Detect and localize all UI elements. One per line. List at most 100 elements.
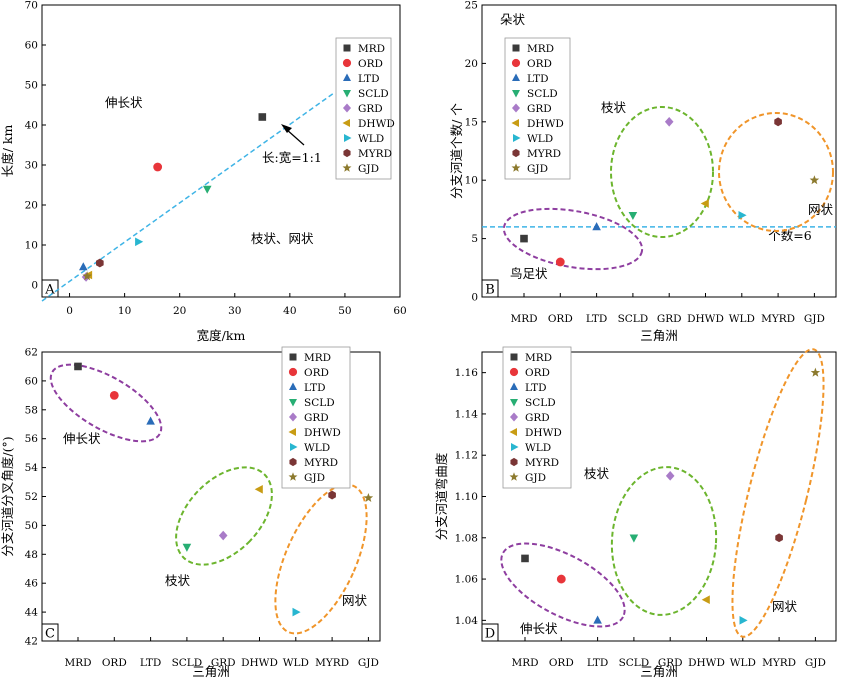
- legend-marker-ord: [342, 58, 352, 68]
- legend-entry-ord: ORD: [358, 58, 383, 70]
- legend-entry-myrd: MYRD: [358, 148, 392, 160]
- y-tick-label: 1.06: [455, 574, 479, 586]
- legend-entry-grd: GRD: [304, 412, 329, 424]
- legend-marker-grd: [512, 103, 520, 113]
- legend-entry-myrd: MYRD: [304, 457, 338, 469]
- y-tick-label: 56: [25, 433, 39, 445]
- x-tick-label: SCLD: [618, 313, 649, 325]
- legend-marker-wld: [513, 134, 521, 142]
- legend-marker-mrd: [510, 353, 518, 361]
- point-mrd: [521, 554, 529, 563]
- legend-entry-dhwd: DHWD: [304, 427, 341, 439]
- legend-entry-wld: WLD: [527, 133, 553, 145]
- x-tick-label: ORD: [102, 657, 127, 669]
- y-tick-label: 10: [465, 175, 478, 187]
- annotation-count: 个数=6: [768, 228, 811, 243]
- legend-entry-gjd: GJD: [358, 163, 379, 175]
- legend-marker-gjd: [511, 163, 521, 172]
- legend: MRD ORD LTD SCLD GRD DHWD WLD MYRD GJD: [335, 37, 395, 180]
- legend-marker-scld: [510, 399, 518, 407]
- y-tick-label: 1.16: [455, 367, 479, 379]
- point-gjd: [363, 492, 374, 502]
- x-tick-label: LTD: [587, 657, 609, 669]
- point-wld: [739, 616, 748, 625]
- ratio-arrow-head: [281, 124, 292, 133]
- point-ord: [109, 390, 119, 400]
- panel-letter: B: [485, 283, 495, 298]
- ratio-arrow: [285, 128, 305, 146]
- y-tick-label: 60: [25, 375, 38, 387]
- y-axis-title: 分支河道弯曲度: [434, 452, 449, 540]
- x-tick-label: DHWD: [241, 657, 278, 669]
- legend-entry-myrd: MYRD: [525, 457, 559, 469]
- point-grd: [664, 117, 674, 127]
- legend-marker-dhwd: [509, 428, 517, 436]
- legend-marker-wld: [344, 134, 352, 142]
- legend-marker-grd: [510, 412, 518, 422]
- annotation-net: 网状: [772, 599, 798, 614]
- net-ellipse: [718, 112, 834, 232]
- legend-entry-ord: ORD: [304, 367, 329, 379]
- branch-ellipse: [610, 466, 718, 616]
- legend: MRD ORD LTD SCLD GRD DHWD WLD MYRD GJD: [504, 37, 571, 180]
- y-tick-label: 70: [25, 0, 38, 12]
- point-myrd: [774, 117, 782, 127]
- elongated-ellipse: [500, 542, 626, 628]
- legend-entry-dhwd: DHWD: [527, 118, 564, 130]
- legend-marker-gjd: [288, 472, 298, 481]
- y-tick-label: 1.08: [455, 532, 478, 544]
- point-ltd: [592, 222, 601, 231]
- legend-entry-grd: GRD: [358, 103, 383, 115]
- y-tick-label: 54: [25, 462, 39, 474]
- annotation-elongated: 伸长状: [63, 431, 101, 446]
- legend-marker-wld: [511, 443, 519, 451]
- legend-marker-ltd: [343, 73, 351, 81]
- x-tick-label: DHWD: [688, 657, 725, 669]
- annotation-elongated: 伸长状: [520, 621, 558, 636]
- branch-ellipse: [175, 466, 273, 566]
- legend-marker-myrd: [512, 148, 520, 158]
- x-tick-label: GRD: [211, 657, 236, 669]
- y-tick-label: 0: [31, 280, 38, 292]
- point-myrd: [96, 258, 104, 268]
- y-tick-label: 60: [25, 40, 38, 52]
- legend-marker-scld: [289, 399, 297, 407]
- legend-marker-mrd: [343, 44, 351, 52]
- point-grd: [218, 530, 228, 541]
- legend-entry-ltd: LTD: [525, 382, 547, 394]
- legend-entry-ord: ORD: [527, 58, 552, 70]
- y-tick-label: 20: [465, 58, 478, 70]
- legend-marker-scld: [343, 90, 351, 98]
- y-tick-label: 5: [471, 233, 478, 245]
- x-tick-label: 50: [338, 305, 351, 317]
- x-tick-label: ORD: [549, 657, 574, 669]
- point-scld: [182, 543, 192, 552]
- legend-marker-gjd: [509, 472, 519, 481]
- net-ellipse: [274, 483, 368, 635]
- point-dhwd: [254, 484, 263, 494]
- x-tick-label: DHWD: [687, 313, 724, 325]
- legend-entry-myrd: MYRD: [527, 148, 561, 160]
- legend-entry-ord: ORD: [525, 367, 550, 379]
- x-tick-label: MYRD: [761, 313, 795, 325]
- panel-b: 0 5 10 15 20 25 MRD ORD LTD SCLD GRD DHWD WLD MYRD GJD…: [449, 0, 837, 343]
- legend-marker-wld: [290, 443, 298, 451]
- legend-marker-ord: [288, 367, 298, 377]
- point-mrd: [520, 234, 528, 243]
- legend-entry-wld: WLD: [358, 133, 384, 145]
- legend-marker-ltd: [289, 382, 297, 390]
- y-tick-label: 50: [25, 80, 38, 92]
- legend-marker-ord: [509, 367, 519, 377]
- y-tick-label: 44: [25, 607, 39, 619]
- x-tick-label: MYRD: [762, 657, 796, 669]
- y-tick-label: 58: [25, 404, 38, 416]
- legend-entry-scld: SCLD: [304, 397, 335, 409]
- legend-entry-ltd: LTD: [358, 73, 380, 85]
- y-tick-label: 1.14: [455, 408, 479, 420]
- point-wld: [292, 607, 301, 617]
- annotation-bird-foot: 鸟足状: [510, 266, 548, 281]
- bird-foot-ellipse: [502, 207, 644, 271]
- x-tick-label: GRD: [657, 313, 682, 325]
- point-scld: [629, 534, 639, 543]
- legend-entry-gjd: GJD: [525, 472, 546, 484]
